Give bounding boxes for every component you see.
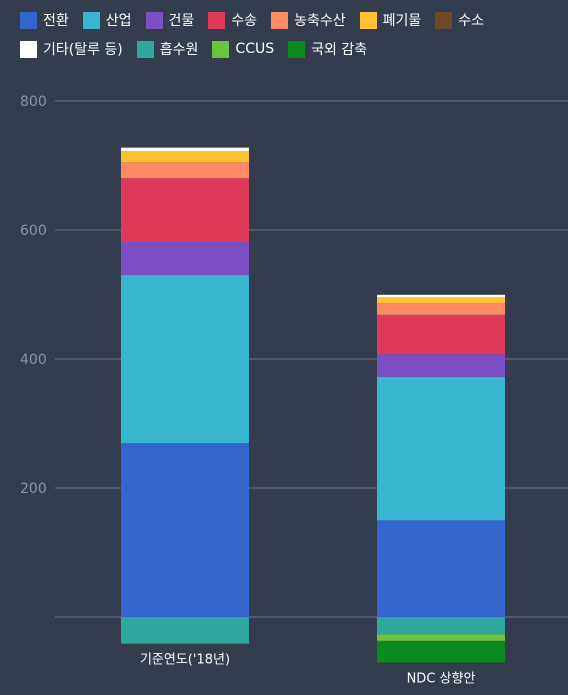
bar-segment[interactable] xyxy=(377,303,505,315)
category-label: 기준연도('18년) xyxy=(140,653,230,668)
legend-label: 국외 감축 xyxy=(311,42,368,58)
legend-swatch xyxy=(82,11,100,29)
legend-item[interactable]: CCUS xyxy=(212,39,274,59)
y-tick-label: 200 xyxy=(20,481,47,497)
y-tick-label: 800 xyxy=(20,94,47,110)
bar-segment[interactable] xyxy=(377,297,505,304)
bar-segment[interactable] xyxy=(121,617,249,644)
legend-item[interactable]: 흡수원 xyxy=(136,39,199,59)
legend-swatch xyxy=(136,40,154,58)
legend-item[interactable]: 국외 감축 xyxy=(288,39,367,59)
bars xyxy=(121,147,505,663)
legend-label: 수송 xyxy=(231,13,258,29)
y-tick-label: 600 xyxy=(20,223,47,239)
bar-segment[interactable] xyxy=(377,520,505,617)
legend-label: 농축수산 xyxy=(294,13,346,29)
legend-label: 건물 xyxy=(168,13,195,29)
legend-label: 전환 xyxy=(43,13,69,29)
legend-swatch xyxy=(288,40,306,58)
legend-label: 수소 xyxy=(458,13,484,29)
legend-swatch xyxy=(145,11,163,29)
legend-swatch xyxy=(20,40,37,58)
y-tick-label: 400 xyxy=(20,352,47,368)
legend-label: 기타(탈루 등) xyxy=(43,42,123,58)
legend-swatch xyxy=(212,40,230,58)
bar-segment[interactable] xyxy=(121,178,249,242)
bar-segment[interactable] xyxy=(121,162,249,179)
bar-segment[interactable] xyxy=(377,376,505,521)
legend-label: 흡수원 xyxy=(159,42,199,58)
legend-label: CCUS xyxy=(235,41,275,57)
legend-swatch xyxy=(20,11,37,29)
bar-segment[interactable] xyxy=(121,443,249,617)
legend-item[interactable]: 건물 xyxy=(145,10,195,30)
bar-segment[interactable] xyxy=(121,241,249,276)
bar-segment[interactable] xyxy=(121,147,249,152)
legend-label: 폐기물 xyxy=(382,13,422,29)
legend-swatch xyxy=(208,11,226,29)
bar-segment[interactable] xyxy=(377,354,505,377)
bar-segment[interactable] xyxy=(377,294,505,298)
legend-item[interactable]: 폐기물 xyxy=(359,10,422,30)
bar-segment[interactable] xyxy=(377,640,505,663)
legend-swatch xyxy=(435,11,453,29)
legend-swatch xyxy=(271,11,289,29)
legend-item[interactable]: 전환 xyxy=(20,10,69,30)
labels: 200 400 600 800 기준연도('18년) NDC 상향안 xyxy=(20,94,475,686)
bar-segment[interactable] xyxy=(121,275,249,444)
legend-item[interactable]: 농축수산 xyxy=(271,10,346,30)
legend-item[interactable]: 산업 xyxy=(82,10,132,30)
legend-label: 산업 xyxy=(105,13,132,29)
bar-segment[interactable] xyxy=(377,314,505,355)
legend-item[interactable]: 기타(탈루 등) xyxy=(20,39,123,59)
legend-swatch xyxy=(359,11,377,29)
category-label: NDC 상향안 xyxy=(407,671,476,686)
bar-segment[interactable] xyxy=(377,634,505,641)
bar-segment[interactable] xyxy=(377,617,505,635)
legend-item[interactable]: 수송 xyxy=(208,10,257,30)
legend-item[interactable]: 수소 xyxy=(435,10,484,30)
bar-segment[interactable] xyxy=(121,151,249,163)
